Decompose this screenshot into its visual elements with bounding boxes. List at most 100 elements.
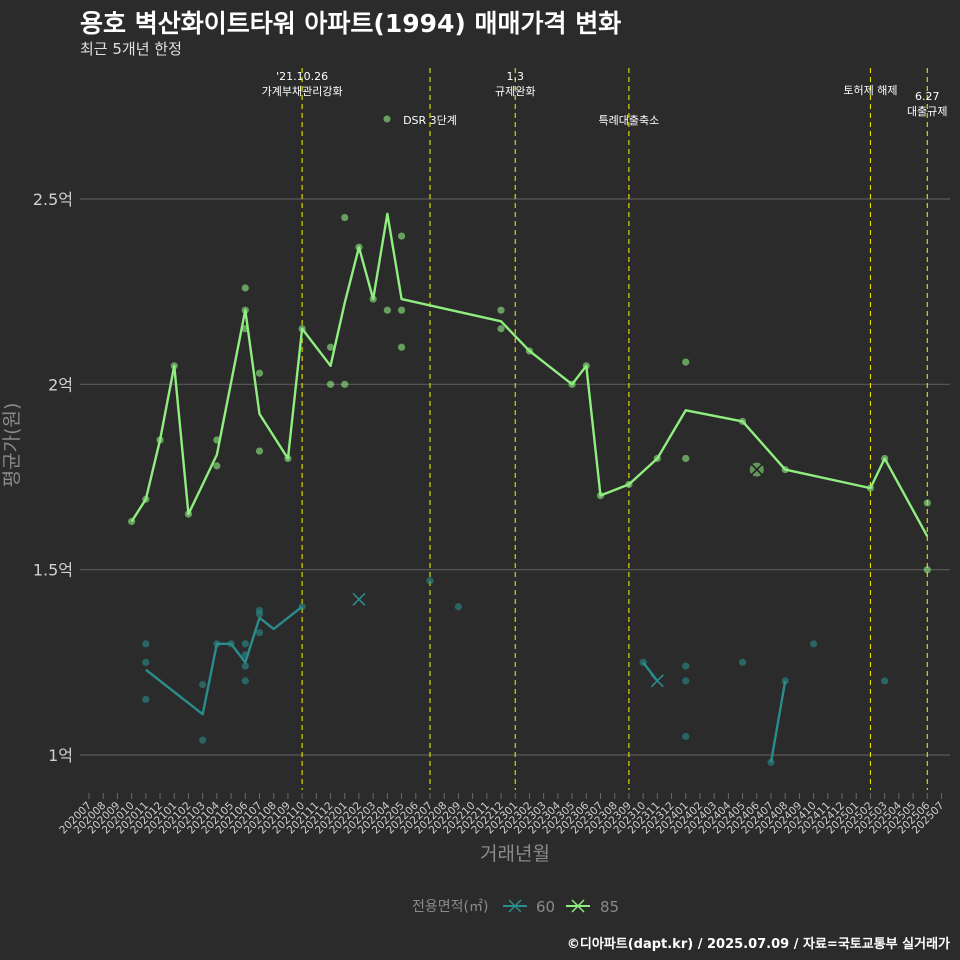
data-point-85: [525, 347, 534, 355]
data-point-85: [682, 358, 690, 366]
data-point-85: [142, 495, 150, 503]
data-point-85: [397, 343, 406, 351]
data-point-85: [866, 484, 875, 492]
data-point-60: [241, 677, 249, 685]
data-point-60: [213, 640, 221, 648]
data-point-60: [241, 662, 249, 670]
data-point-60: [227, 640, 235, 648]
data-point-85: [241, 325, 249, 333]
series-line-60: [145, 605, 303, 716]
y-axis-label: 평균가(원): [1, 403, 23, 488]
chart-subtitle: 최근 5개년 한정: [80, 40, 182, 58]
legend-cross-85: [571, 899, 585, 913]
data-point-60: [454, 603, 463, 611]
chart-title: 용호 벽산화이트타워 아파트(1994) 매매가격 변화: [80, 9, 622, 38]
data-point-85: [213, 436, 221, 444]
data-point-60: [682, 662, 690, 670]
data-point-60: [241, 651, 249, 659]
data-point-60: [255, 629, 264, 637]
data-point-85: [582, 362, 590, 370]
data-point-85: [241, 284, 249, 292]
data-point-85: [596, 491, 605, 500]
data-point-60: [881, 677, 889, 685]
data-point-60: [682, 677, 690, 685]
y-tick-label: 1.5억: [33, 561, 73, 580]
data-point-85: [369, 295, 377, 303]
data-point-60: [767, 758, 775, 767]
data-point-85: [653, 454, 661, 463]
data-point-85: [341, 380, 349, 388]
y-tick-label: 2.5억: [33, 190, 73, 209]
data-point-85: [170, 362, 178, 370]
data-point-85: [568, 380, 576, 388]
data-point-85: [397, 306, 406, 314]
data-point-85: [923, 566, 931, 574]
cross-point-60: [352, 592, 366, 606]
data-point-85: [128, 517, 136, 526]
data-point-60: [142, 640, 150, 648]
series-points: [128, 213, 931, 767]
data-point-60: [682, 732, 690, 741]
data-point-60: [781, 677, 789, 685]
data-point-85: [383, 306, 391, 314]
data-point-60: [142, 695, 150, 704]
data-point-85: [284, 454, 292, 463]
data-point-85: [298, 325, 306, 333]
data-point-60: [255, 610, 264, 618]
legend: 전용면적(㎡) 60 85: [412, 898, 619, 916]
event-label: '21.10.26: [276, 70, 328, 83]
data-point-85: [497, 325, 505, 333]
data-point-85: [326, 380, 335, 388]
data-point-85: [497, 306, 505, 314]
data-point-60: [738, 658, 747, 666]
legend-item-60: 60: [503, 898, 555, 916]
event-label: 규제완화: [495, 85, 535, 98]
data-point-60: [810, 640, 818, 648]
data-point-85: [184, 510, 193, 518]
data-point-85: [213, 462, 221, 470]
data-point-60: [199, 680, 207, 689]
data-point-85: [355, 243, 363, 251]
data-point-60: [199, 736, 207, 744]
data-point-85: [255, 447, 264, 455]
series-lines: [130, 212, 929, 763]
y-tick-label: 1억: [48, 746, 73, 765]
series-line-85: [130, 212, 929, 537]
data-point-85: [255, 369, 264, 377]
event-label: 6.27: [915, 90, 940, 103]
chart-caption: ©디아파트(dapt.kr) / 2025.07.09 / 자료=국토교통부 실…: [566, 937, 950, 952]
event-label: 가계부채관리강화: [262, 85, 343, 98]
data-point-85: [241, 306, 249, 314]
data-point-85: [781, 465, 789, 474]
data-point-85: [326, 343, 335, 351]
event-lines: [301, 68, 928, 790]
x-axis-label: 거래년월: [480, 843, 550, 865]
data-point-85: [341, 213, 349, 222]
legend-label-60: 60: [536, 898, 555, 916]
event-label: 1.3: [507, 70, 525, 83]
series-line-60: [769, 680, 787, 763]
data-point-60: [142, 658, 150, 666]
data-point-60: [298, 603, 306, 611]
data-point-85: [738, 417, 747, 425]
data-point-60: [241, 640, 249, 648]
event-label: 대출규제: [907, 105, 947, 118]
data-point-85: [156, 436, 164, 444]
data-point-85: [625, 480, 633, 489]
legend-title: 전용면적(㎡): [412, 899, 488, 915]
y-axis-ticks: 1억 1.5억 2억 2.5억: [33, 190, 73, 765]
legend-item-85: 85: [566, 898, 619, 916]
data-point-60: [426, 577, 434, 585]
cross-point-85: [750, 463, 764, 477]
event-label: 토허제 해제: [843, 83, 897, 97]
data-point-85: [881, 454, 889, 463]
legend-cross-60: [508, 899, 522, 913]
event-label: 특례대출축소: [599, 114, 660, 127]
y-tick-label: 2억: [48, 375, 73, 394]
event-marker: [383, 115, 391, 123]
data-point-85: [923, 499, 931, 507]
cross-point-60: [650, 674, 664, 688]
